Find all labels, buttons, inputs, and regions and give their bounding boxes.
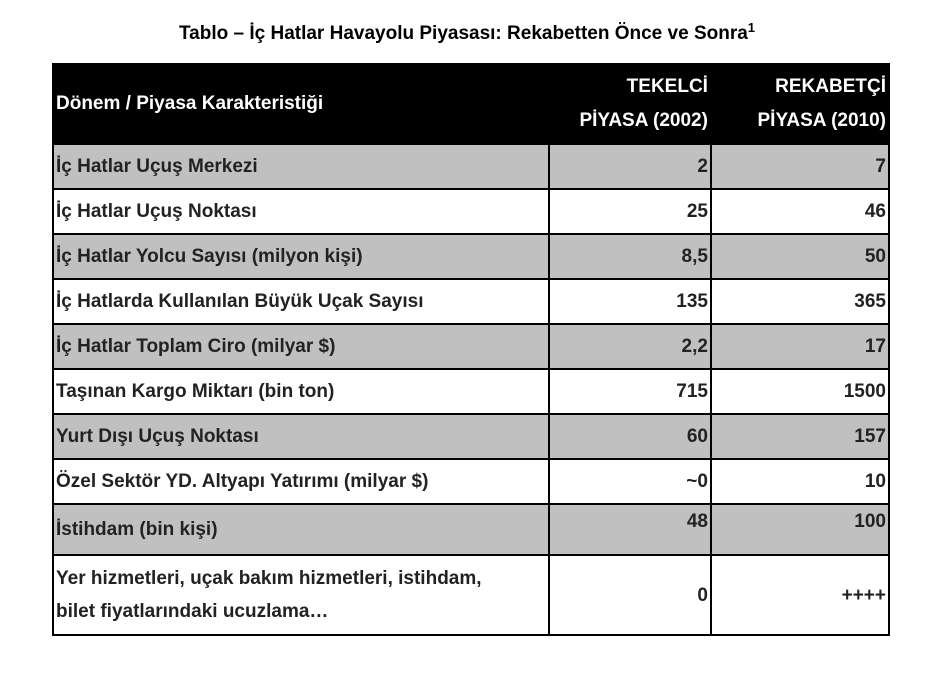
table-row: Taşınan Kargo Miktarı (bin ton) 715 1500 [51, 368, 891, 415]
value-2002: 48 [548, 503, 712, 556]
comparison-table: Dönem / Piyasa Karakteristiği TEKELCİ PİY… [51, 63, 891, 636]
row-label: Özel Sektör YD. Altyapı Yatırımı (milyar… [51, 458, 551, 505]
value-2010: 46 [709, 188, 891, 235]
row-label: Taşınan Kargo Miktarı (bin ton) [51, 368, 551, 415]
value-2010: 157 [709, 413, 891, 460]
header-row: Dönem / Piyasa Karakteristiği TEKELCİ PİY… [51, 63, 891, 145]
value-2010: 10 [709, 458, 891, 505]
row-label: İç Hatlar Uçuş Merkezi [51, 143, 551, 190]
table-row: Yer hizmetleri, uçak bakım hizmetleri, i… [51, 554, 891, 636]
value-2002: 2 [548, 143, 712, 190]
value-2002: 715 [548, 368, 712, 415]
row-label: Yurt Dışı Uçuş Noktası [51, 413, 551, 460]
table-title: Tablo – İç Hatlar Havayolu Piyasası: Rek… [0, 20, 934, 45]
value-2010: 100 [709, 503, 891, 556]
table-row: Yurt Dışı Uçuş Noktası 60 157 [51, 413, 891, 460]
value-2002: 0 [548, 554, 712, 636]
value-2002: 135 [548, 278, 712, 325]
row-label: İç Hatlar Uçuş Noktası [51, 188, 551, 235]
value-2002: 25 [548, 188, 712, 235]
table-row: İç Hatlar Toplam Ciro (milyar $) 2,2 17 [51, 323, 891, 370]
table-row: Özel Sektör YD. Altyapı Yatırımı (milyar… [51, 458, 891, 505]
table-row: İç Hatlar Yolcu Sayısı (milyon kişi) 8,5 5… [51, 233, 891, 280]
table-row: İç Hatlar Uçuş Merkezi 2 7 [51, 143, 891, 190]
row-label: İstihdam (bin kişi) [51, 503, 551, 556]
value-2002: 2,2 [548, 323, 712, 370]
header-label: Dönem / Piyasa Karakteristiği [51, 63, 551, 145]
value-2002: 8,5 [548, 233, 712, 280]
table-row: İç Hatlarda Kullanılan Büyük Uçak Sayısı… [51, 278, 891, 325]
table-row: İç Hatlar Uçuş Noktası 25 46 [51, 188, 891, 235]
footnote-marker: 1 [747, 20, 756, 35]
value-2002: ~0 [548, 458, 712, 505]
row-label: Yer hizmetleri, uçak bakım hizmetleri, i… [51, 554, 551, 636]
value-2010: ++++ [709, 554, 891, 636]
row-label: İç Hatlar Toplam Ciro (milyar $) [51, 323, 551, 370]
value-2010: 365 [709, 278, 891, 325]
title-text: Tablo – İç Hatlar Havayolu Piyasası: Rek… [178, 23, 748, 44]
value-2010: 7 [709, 143, 891, 190]
header-monopoly: TEKELCİ PİYASA (2002) [548, 63, 712, 145]
value-2002: 60 [548, 413, 712, 460]
row-label: İç Hatlar Yolcu Sayısı (milyon kişi) [51, 233, 551, 280]
table-row: İstihdam (bin kişi) 48 100 [51, 503, 891, 556]
value-2010: 17 [709, 323, 891, 370]
header-competitive: REKABETÇİ PİYASA (2010) [709, 63, 891, 145]
row-label: İç Hatlarda Kullanılan Büyük Uçak Sayısı [51, 278, 551, 325]
value-2010: 50 [709, 233, 891, 280]
value-2010: 1500 [709, 368, 891, 415]
